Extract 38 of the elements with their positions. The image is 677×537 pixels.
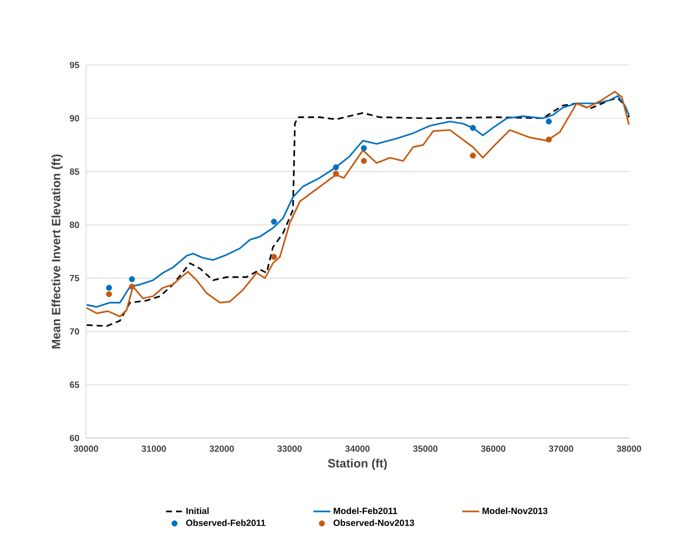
point — [128, 276, 135, 282]
legend-label: Observed-Nov2013 — [334, 519, 414, 526]
y-tick-label: 75 — [70, 275, 80, 282]
legend-label: Model-Nov2013 — [482, 507, 548, 514]
point — [332, 164, 339, 170]
point — [128, 284, 135, 290]
point — [360, 158, 367, 164]
x-tick-label: 35000 — [413, 446, 438, 452]
point — [360, 145, 367, 152]
point — [546, 136, 552, 143]
y-tick-label: 70 — [70, 328, 80, 335]
x-tick-label: 38000 — [616, 446, 642, 452]
y-tick-label: 65 — [70, 382, 80, 388]
x-tick-label: 34000 — [345, 446, 370, 452]
legend-label: Initial — [186, 507, 209, 514]
x-tick-label: 37000 — [548, 446, 574, 452]
point — [470, 152, 476, 159]
point — [270, 218, 277, 225]
y-tick-label: 60 — [70, 434, 80, 442]
x-tick-label: 31000 — [142, 446, 166, 452]
x-tick-label: 32000 — [209, 446, 234, 452]
y-tick-label: 90 — [70, 115, 80, 122]
y-tick-label: 85 — [70, 168, 80, 175]
x-tick-label: 33000 — [277, 446, 302, 452]
y-tick-label: 95 — [70, 62, 80, 68]
legend-label: Observed-Feb2011 — [186, 519, 266, 526]
legend-label: Model-Feb2011 — [334, 507, 398, 514]
point — [332, 170, 339, 177]
point — [106, 291, 112, 298]
y-tick-label: 80 — [70, 222, 80, 228]
y-axis-title: Mean Effective Invert Elevation (ft) — [52, 154, 63, 348]
x-axis-title: Station (ft) — [328, 458, 387, 470]
point — [470, 124, 476, 131]
point — [546, 118, 552, 124]
x-tick-label: 30000 — [74, 446, 98, 452]
point — [106, 284, 112, 291]
x-tick-label: 36000 — [480, 446, 506, 452]
point — [270, 254, 277, 260]
